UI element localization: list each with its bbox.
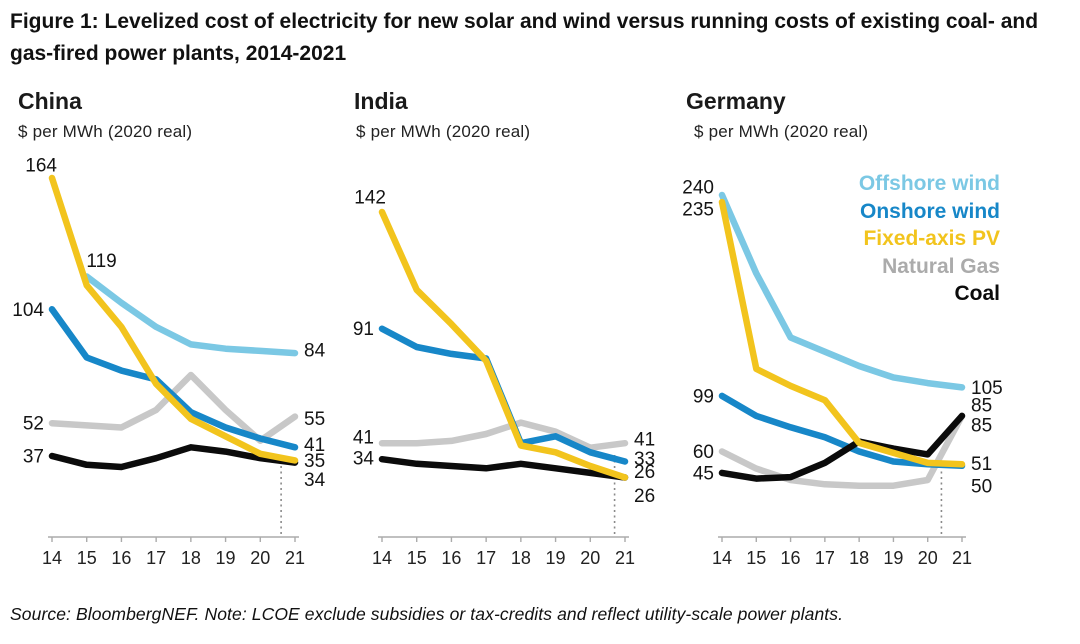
china-x-tick-label: 21: [285, 548, 305, 568]
china-end-value-label: 34: [304, 470, 326, 491]
india-fixed-axis-pv-line: [378, 208, 629, 481]
germany-start-value-label: 240: [682, 178, 714, 199]
germany-end-value-label: 51: [971, 454, 992, 475]
china-end-value-label: 35: [304, 451, 325, 472]
germany-coal-line: [718, 412, 966, 482]
panel-unit-germany: $ per MWh (2020 real): [694, 122, 869, 141]
germany-start-value-label: 235: [682, 200, 714, 221]
germany-end-value-label: 50: [971, 476, 992, 497]
germany-start-value-label: 60: [693, 442, 714, 463]
germany-natural-gas-line: [718, 412, 966, 489]
india-end-value-label: 33: [634, 449, 655, 470]
panel-title-india: India: [354, 88, 408, 114]
india-start-value-label: 142: [354, 188, 386, 209]
india-end-value-label: 41: [634, 430, 655, 451]
germany-x-tick-label: 21: [952, 548, 972, 568]
legend: Offshore wind Onshore wind Fixed-axis PV…: [859, 170, 1000, 308]
germany-end-value-label: 85: [971, 395, 992, 416]
china-offshore-wind-line: [83, 273, 299, 357]
legend-item-offshore-wind: Offshore wind: [858, 172, 1000, 195]
china-start-value-label: 119: [86, 251, 116, 272]
india-natural-gas-line: [378, 419, 629, 451]
india-end-value-label: 26: [634, 462, 655, 483]
india-x-tick-label: 14: [372, 548, 392, 568]
china-x-tick-label: 17: [146, 548, 166, 568]
india-start-value-label: 91: [353, 319, 374, 340]
india-end-value-label: 26: [634, 486, 655, 507]
china-x-tick-label: 15: [77, 548, 97, 568]
china-start-value-label: 104: [12, 300, 44, 321]
china-x-tick-label: 20: [250, 548, 270, 568]
germany-end-value-label: 105: [971, 378, 1003, 399]
india-x-tick-label: 21: [615, 548, 635, 568]
china-x-tick-label: 16: [111, 548, 131, 568]
germany-x-tick-label: 19: [883, 548, 903, 568]
china-fixed-axis-pv-line: [48, 174, 299, 464]
panel-unit-china: $ per MWh (2020 real): [18, 122, 193, 141]
legend-item-coal: Coal: [954, 282, 1000, 305]
germany-x-tick-label: 17: [815, 548, 835, 568]
panel-unit-india: $ per MWh (2020 real): [356, 122, 531, 141]
india-x-tick-label: 20: [580, 548, 600, 568]
germany-end-value-label: 85: [971, 415, 992, 436]
panel-title-germany: Germany: [686, 88, 786, 114]
germany-x-tick-label: 15: [746, 548, 766, 568]
india-start-value-label: 34: [353, 449, 375, 470]
legend-item-onshore-wind: Onshore wind: [859, 199, 1000, 223]
germany-start-value-label: 45: [693, 463, 714, 484]
india-x-tick-label: 19: [546, 548, 566, 568]
legend-item-natural-gas: Natural Gas: [882, 254, 1000, 278]
china-x-tick-label: 14: [42, 548, 62, 568]
panel-title-china: China: [18, 88, 82, 114]
germany-start-value-label: 99: [693, 386, 714, 407]
china-x-tick-label: 18: [181, 548, 201, 568]
china-end-value-label: 41: [304, 435, 325, 456]
china-onshore-wind-line: [48, 306, 299, 451]
china-coal-line: [48, 444, 299, 471]
china-start-value-label: 37: [23, 447, 44, 468]
legend-item-fixed-axis-pv: Fixed-axis PV: [863, 227, 1000, 250]
china-x-tick-label: 19: [216, 548, 236, 568]
germany-offshore-wind-line: [718, 191, 966, 391]
india-x-tick-label: 17: [476, 548, 496, 568]
india-x-tick-label: 16: [441, 548, 461, 568]
china-start-value-label: 52: [23, 414, 44, 435]
germany-x-tick-label: 20: [918, 548, 938, 568]
germany-x-tick-label: 14: [712, 548, 732, 568]
germany-x-tick-label: 18: [849, 548, 869, 568]
china-end-value-label: 55: [304, 409, 325, 430]
india-start-value-label: 41: [353, 428, 374, 449]
india-coal-line: [378, 455, 629, 481]
china-natural-gas-line: [48, 371, 299, 444]
india-x-tick-label: 18: [511, 548, 531, 568]
source-note: Source: BloombergNEF. Note: LCOE exclude…: [10, 604, 844, 624]
germany-fixed-axis-pv-line: [718, 198, 966, 468]
china-start-value-label: 164: [25, 156, 57, 177]
india-x-tick-label: 15: [407, 548, 427, 568]
figure-title: Figure 1: Levelized cost of electricity …: [10, 10, 1039, 65]
china-end-value-label: 84: [304, 341, 326, 362]
germany-x-tick-label: 16: [781, 548, 801, 568]
